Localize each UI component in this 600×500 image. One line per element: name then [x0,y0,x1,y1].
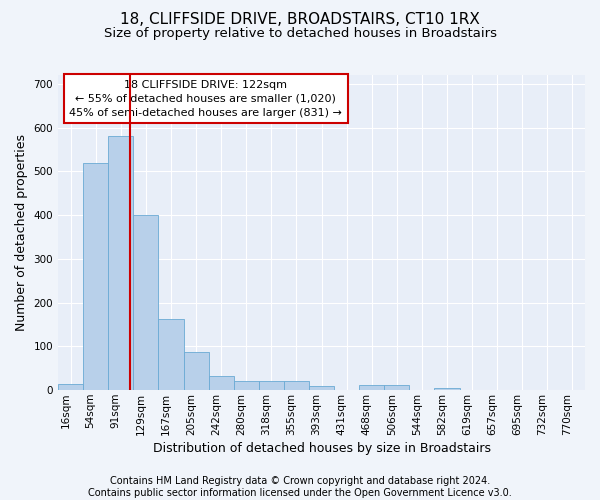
Bar [158,319,184,390]
Text: Size of property relative to detached houses in Broadstairs: Size of property relative to detached ho… [104,28,497,40]
Bar [58,384,83,390]
Bar [233,382,259,390]
Bar [184,352,209,390]
Text: 18, CLIFFSIDE DRIVE, BROADSTAIRS, CT10 1RX: 18, CLIFFSIDE DRIVE, BROADSTAIRS, CT10 1… [120,12,480,28]
Text: 18 CLIFFSIDE DRIVE: 122sqm
← 55% of detached houses are smaller (1,020)
45% of s: 18 CLIFFSIDE DRIVE: 122sqm ← 55% of deta… [69,80,342,118]
Text: Contains HM Land Registry data © Crown copyright and database right 2024.
Contai: Contains HM Land Registry data © Crown c… [88,476,512,498]
Bar [133,215,158,390]
Bar [83,162,108,390]
Bar [284,382,309,390]
Y-axis label: Number of detached properties: Number of detached properties [15,134,28,331]
Bar [309,386,334,390]
Bar [108,136,133,390]
Bar [259,380,284,390]
Bar [209,376,233,390]
Bar [359,385,384,390]
Bar [384,385,409,390]
X-axis label: Distribution of detached houses by size in Broadstairs: Distribution of detached houses by size … [152,442,491,455]
Bar [434,388,460,390]
